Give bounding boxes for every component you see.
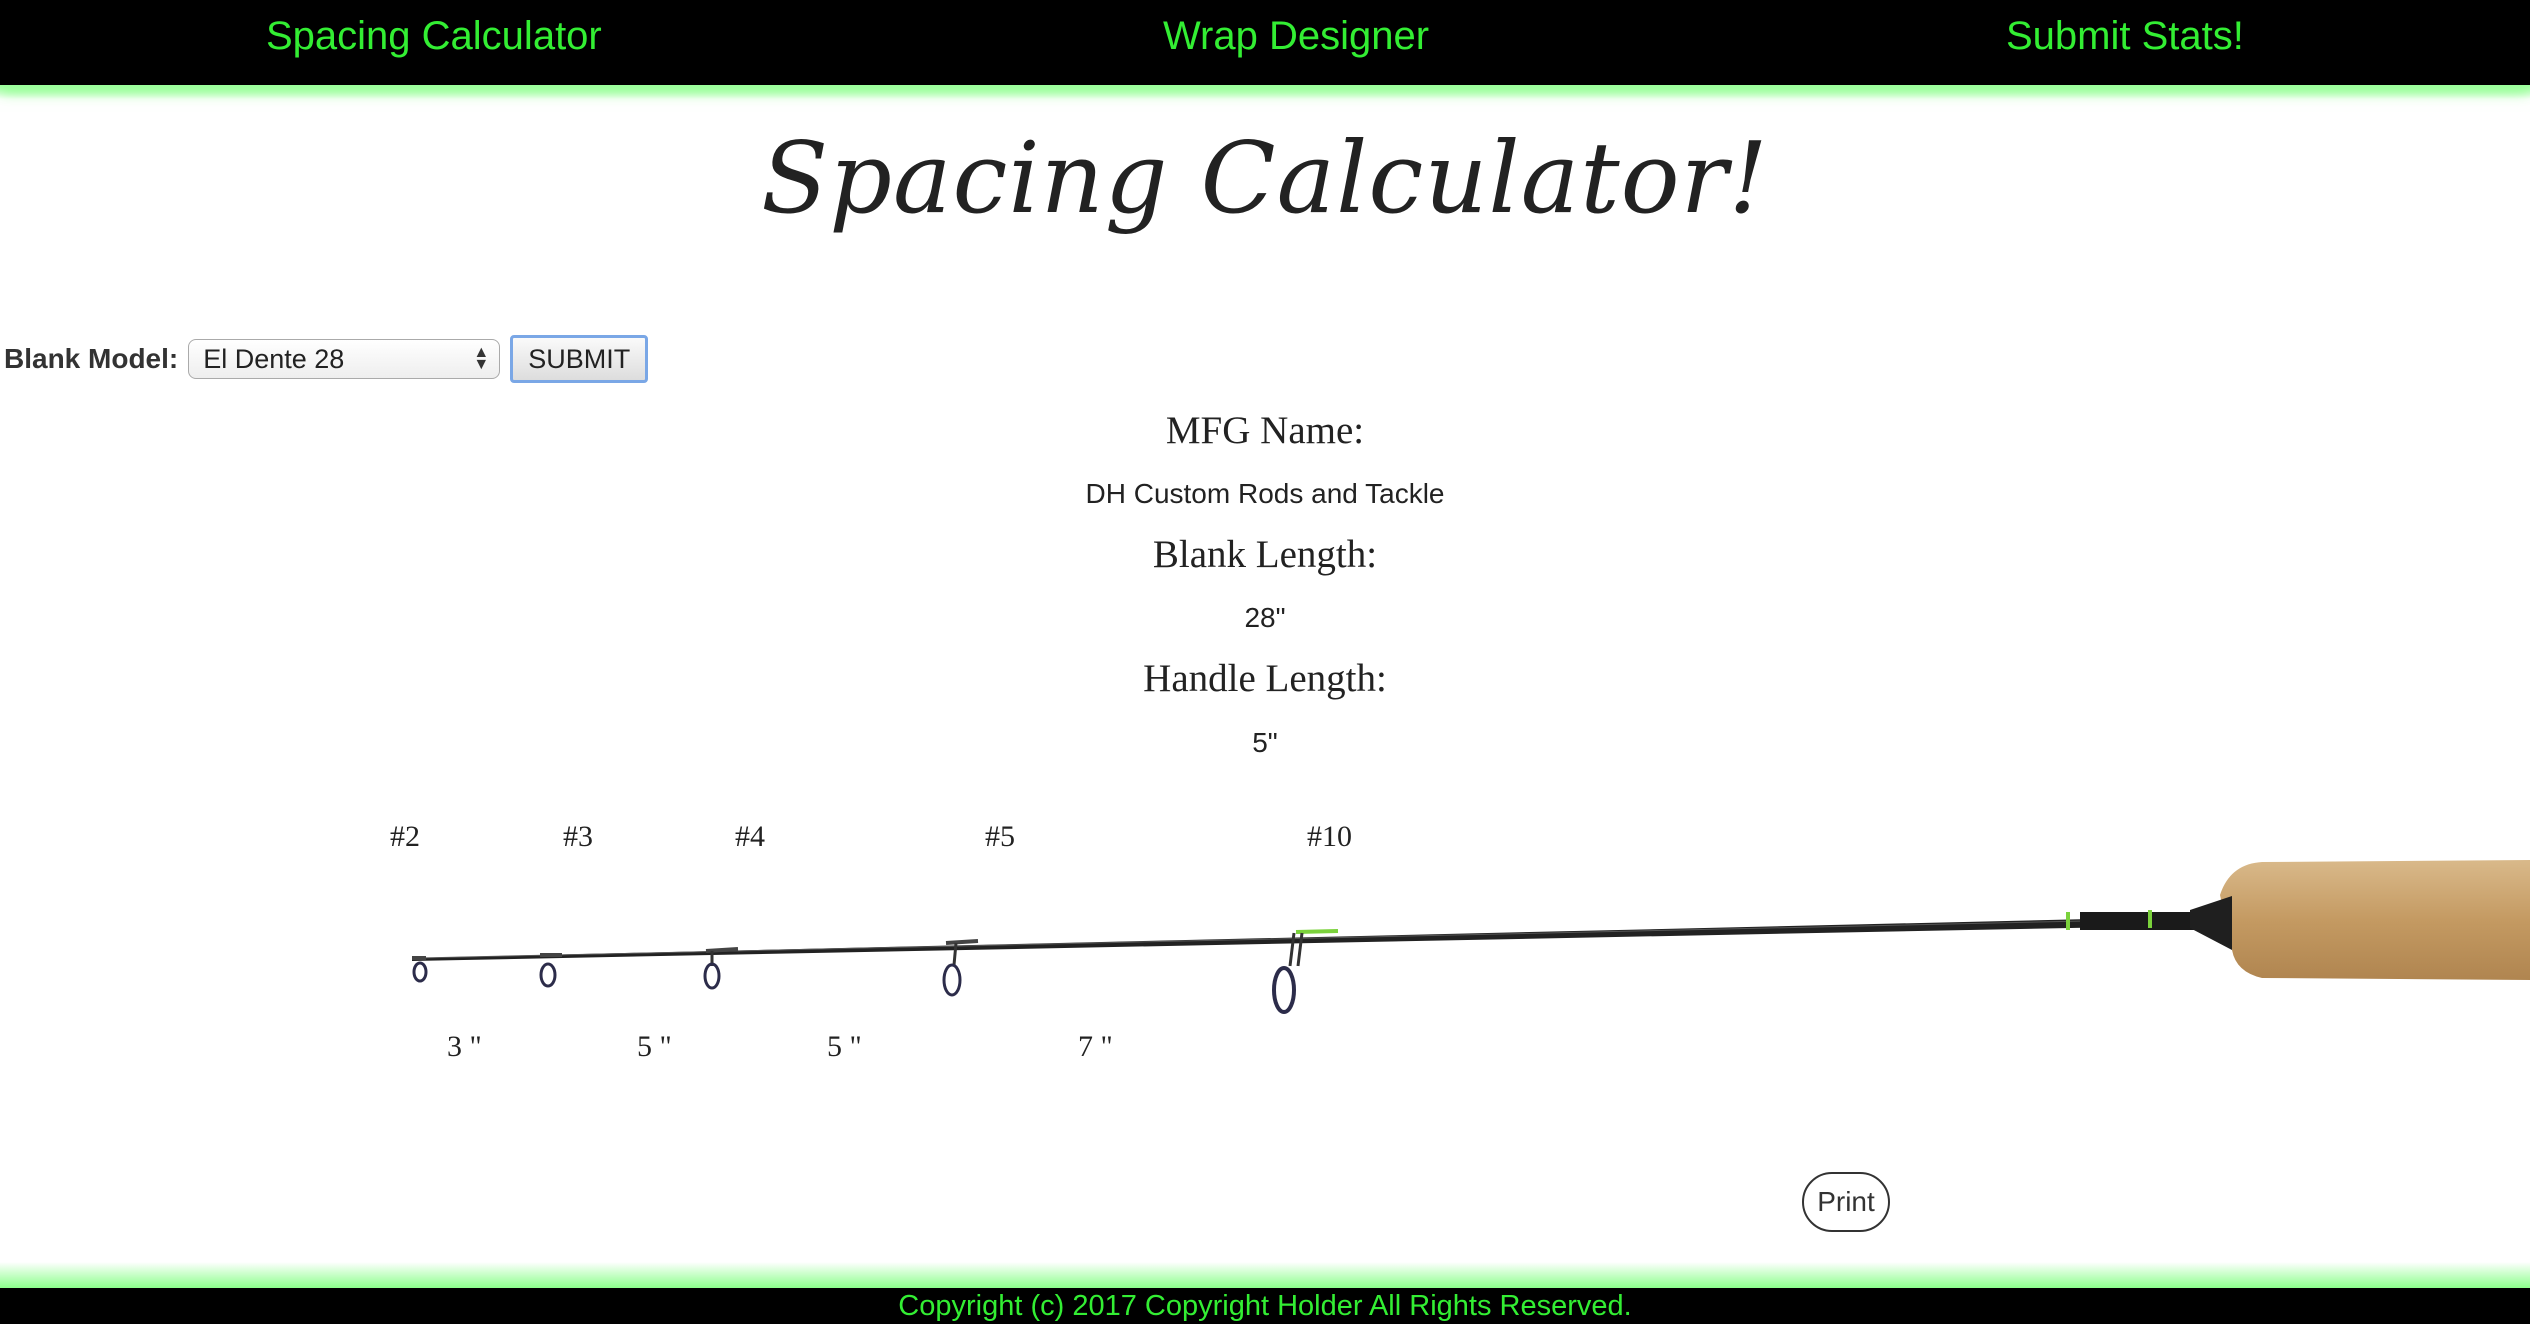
blank-length-value: 28" — [1244, 602, 1286, 633]
rod-shaft-highlight — [419, 917, 2221, 959]
blank-section: Blank Length: — [0, 532, 2530, 577]
footer: Copyright (c) 2017 Copyright Holder All … — [0, 1288, 2530, 1324]
nav-spacing-calculator[interactable]: Spacing Calculator — [266, 14, 602, 58]
blank-value-row: 28" — [0, 602, 2530, 634]
blank-model-label: Blank Model: — [4, 343, 179, 374]
nav-glow — [0, 85, 2530, 99]
blank-model-form: Blank Model: El Dente 28 ▲ ▼ SUBMIT — [4, 335, 649, 383]
guide-label: #5 — [985, 820, 1015, 853]
mfg-name-value: DH Custom Rods and Tackle — [1085, 478, 1445, 509]
blank-model-value: El Dente 28 — [203, 343, 345, 374]
handle-value-row: 5" — [0, 727, 2530, 759]
footer-glow — [0, 1262, 2530, 1288]
nav-submit-stats[interactable]: Submit Stats! — [2006, 14, 2244, 58]
handle-taper — [2190, 896, 2232, 950]
print-button[interactable]: Print — [1802, 1172, 1890, 1232]
handle-length-label: Handle Length: — [1143, 657, 1387, 700]
guide-label: #2 — [390, 820, 420, 853]
spacing-label: 5 " — [827, 1030, 862, 1063]
mfg-value-row: DH Custom Rods and Tackle — [0, 478, 2530, 510]
spacing-label: 5 " — [637, 1030, 672, 1063]
spacing-label: 7 " — [1078, 1030, 1113, 1063]
blank-length-label: Blank Length: — [1152, 533, 1378, 576]
nav-wrap-designer[interactable]: Wrap Designer — [1163, 14, 1430, 58]
handle-section: Handle Length: — [0, 656, 2530, 701]
guide-icon — [703, 947, 739, 990]
select-arrows-icon: ▲ ▼ — [473, 344, 490, 373]
copyright-text: Copyright (c) 2017 Copyright Holder All … — [898, 1290, 1632, 1322]
mfg-section: MFG Name: — [0, 408, 2530, 453]
guide-label: #3 — [563, 820, 593, 853]
guide-label: #10 — [1307, 820, 1352, 853]
guide-label: #4 — [735, 820, 765, 853]
page-title: Spacing Calculator! — [761, 122, 1769, 236]
guide-icon — [539, 953, 562, 988]
submit-button[interactable]: SUBMIT — [510, 335, 649, 383]
guide-icon — [412, 956, 428, 983]
top-nav: Spacing Calculator Wrap Designer Submit … — [0, 0, 2530, 85]
guide-icon — [942, 939, 979, 997]
blank-model-select[interactable]: El Dente 28 ▲ ▼ — [188, 339, 501, 379]
guide-icon — [1272, 929, 1339, 1014]
spacing-label: 3 " — [447, 1030, 482, 1063]
handle-length-value: 5" — [1252, 727, 1278, 758]
rod-diagram: #2 #3 #4 #5 #10 3 " 5 " 5 " 7 " — [390, 820, 2530, 1063]
mfg-name-label: MFG Name: — [1165, 409, 1365, 452]
cork-handle — [2220, 860, 2530, 980]
